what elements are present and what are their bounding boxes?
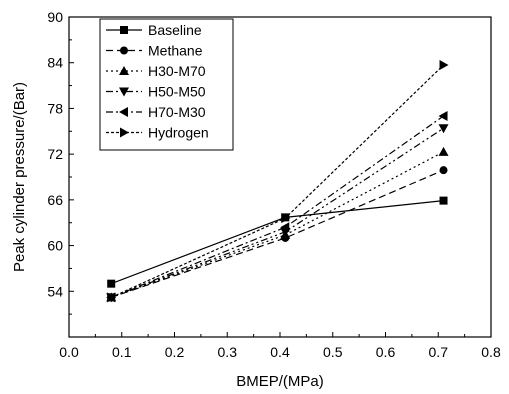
legend-marker — [120, 127, 129, 138]
legend-marker — [119, 107, 128, 117]
y-tick-label: 78 — [47, 100, 63, 116]
legend-item: Methane — [106, 43, 203, 59]
x-tick-label: 0.2 — [165, 344, 185, 360]
data-point — [280, 222, 290, 233]
series-line — [110, 115, 444, 298]
data-point — [107, 279, 116, 288]
series-line — [111, 169, 444, 298]
y-axis-title: Peak cylinder pressure/(Bar) — [11, 82, 28, 272]
legend-item: Baseline — [106, 22, 202, 38]
y-tick-label: 54 — [47, 283, 63, 299]
data-point — [439, 60, 449, 70]
legend-label: Hydrogen — [148, 125, 209, 141]
x-tick-label: 0.6 — [376, 344, 396, 360]
legend-box — [99, 18, 234, 151]
legend-label: H50-M50 — [148, 84, 206, 100]
series-baseline — [107, 196, 448, 288]
y-tick-label: 60 — [47, 238, 63, 254]
x-tick-label: 0.8 — [481, 344, 501, 360]
legend-marker — [120, 46, 128, 55]
y-tick-label: 72 — [47, 146, 63, 162]
legend-label: H30-M70 — [148, 63, 206, 79]
legend-label: Methane — [148, 43, 203, 59]
series-line — [110, 127, 444, 298]
series-layer — [106, 60, 449, 303]
x-tick-label: 0.4 — [270, 344, 290, 360]
legend-label: Baseline — [148, 22, 202, 38]
data-point — [438, 124, 449, 134]
x-tick-label: 0.1 — [112, 344, 132, 360]
series-methane — [107, 166, 448, 302]
data-point — [438, 111, 448, 122]
data-point — [438, 146, 449, 156]
legend: Baseline Methane H30-M70 H50-M50 H70-M30 Hydr… — [99, 18, 234, 151]
x-tick-label: 0.5 — [323, 344, 343, 360]
x-tick-label: 0.0 — [59, 344, 79, 360]
x-tick-label: 0.3 — [218, 344, 238, 360]
ticks-layer: 0.0 0.1 0.2 0.3 0.4 0.5 0.6 0.7 0.8 54 60 66 72 78 84 9… — [47, 9, 501, 360]
legend-marker — [120, 26, 128, 34]
legend-item: H70-M30 — [106, 104, 206, 120]
y-tick-label: 84 — [47, 55, 63, 71]
y-tick-label: 66 — [47, 192, 63, 208]
legend-item: Hydrogen — [106, 125, 209, 141]
legend-marker — [119, 87, 129, 97]
x-tick-label: 0.7 — [429, 344, 449, 360]
data-point — [439, 166, 448, 175]
legend-item: H30-M70 — [106, 63, 206, 79]
legend-label: H70-M30 — [148, 104, 206, 120]
legend-marker — [119, 66, 129, 75]
series-line — [110, 151, 444, 298]
data-point — [107, 292, 117, 303]
data-point — [439, 196, 448, 205]
y-tick-label: 90 — [47, 9, 63, 25]
legend-item: H50-M50 — [106, 84, 206, 100]
data-point — [281, 213, 291, 224]
x-axis-title: BMEP/(MPa) — [236, 373, 324, 390]
series-line — [110, 200, 444, 285]
series-hydrogen — [107, 60, 449, 303]
